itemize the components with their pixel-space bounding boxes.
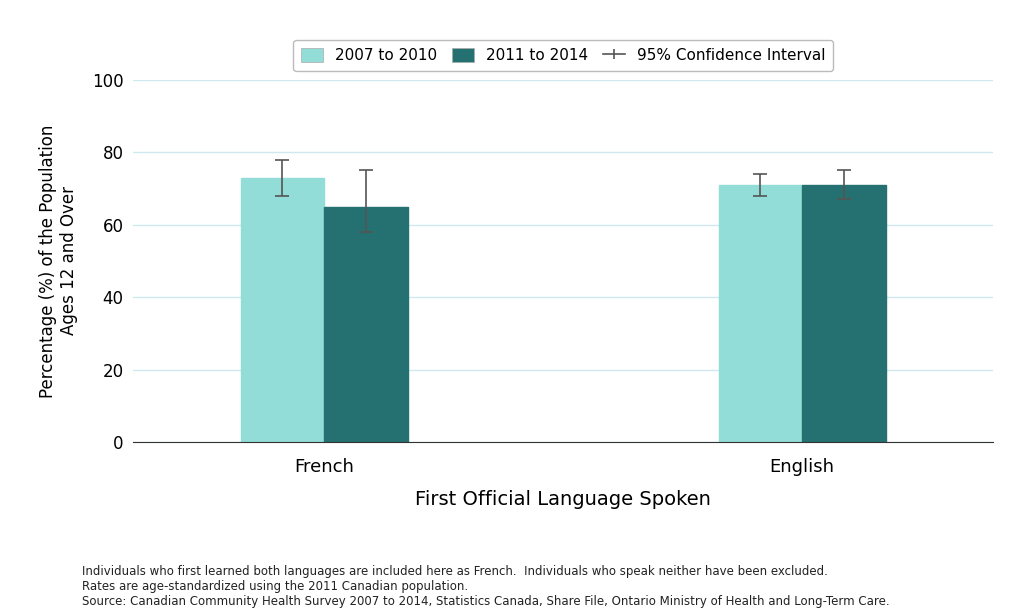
Bar	[241, 177, 325, 442]
Y-axis label: Percentage (%) of the Population
Ages 12 and Over: Percentage (%) of the Population Ages 12…	[39, 124, 78, 398]
Legend: 2007 to 2010, 2011 to 2014, 95% Confidence Interval: 2007 to 2010, 2011 to 2014, 95% Confiden…	[294, 41, 833, 71]
Text: Individuals who first learned both languages are included here as French.  Indiv: Individuals who first learned both langu…	[82, 565, 890, 608]
Bar	[719, 185, 802, 442]
Bar	[802, 185, 886, 442]
X-axis label: First Official Language Spoken: First Official Language Spoken	[416, 490, 711, 509]
Bar	[325, 206, 408, 442]
